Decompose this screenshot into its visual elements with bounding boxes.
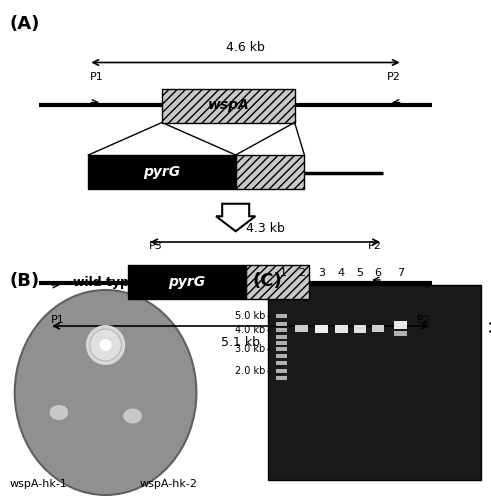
Bar (276, 335, 287, 339)
Bar (372, 325, 384, 332)
Text: 2: 2 (298, 268, 305, 278)
Text: 4: 4 (338, 268, 345, 278)
Text: (A): (A) (10, 15, 40, 33)
Bar (276, 369, 287, 373)
Text: wspA-hk-1: wspA-hk-1 (10, 479, 68, 489)
FancyArrow shape (216, 204, 255, 232)
Text: wild type: wild type (73, 276, 138, 289)
Bar (276, 314, 287, 318)
Bar (276, 341, 287, 345)
Text: 4.3 kb: 4.3 kb (246, 222, 285, 235)
Ellipse shape (90, 329, 121, 361)
Bar (276, 322, 287, 326)
Text: P1: P1 (90, 72, 104, 82)
Bar (88, 155, 236, 189)
Bar (276, 361, 287, 365)
Text: 4.0 kb: 4.0 kb (235, 325, 265, 335)
Ellipse shape (100, 339, 111, 351)
Text: 7: 7 (397, 268, 404, 278)
Bar (394, 331, 407, 336)
Ellipse shape (15, 290, 196, 495)
Text: P2: P2 (417, 315, 431, 325)
Text: P1: P1 (51, 315, 64, 325)
Ellipse shape (49, 404, 69, 420)
Ellipse shape (86, 325, 125, 365)
Text: wspA-hk-2: wspA-hk-2 (140, 479, 198, 489)
Text: P2: P2 (387, 72, 401, 82)
Bar (354, 324, 366, 332)
Text: (B): (B) (10, 272, 40, 290)
Bar (236, 155, 304, 189)
Text: 3.0 kb: 3.0 kb (235, 344, 265, 354)
Bar (276, 354, 287, 358)
Bar (335, 324, 348, 332)
Bar (162, 88, 295, 122)
Text: (C): (C) (253, 272, 283, 290)
Text: 4.6 kb: 4.6 kb (226, 41, 265, 54)
Bar (128, 265, 246, 299)
Bar (276, 347, 287, 351)
Text: 2.0 kb: 2.0 kb (235, 366, 265, 376)
Text: 3: 3 (318, 268, 325, 278)
Bar (276, 376, 287, 380)
Text: 6: 6 (375, 268, 382, 278)
Bar (394, 321, 407, 329)
Text: 5.1 kb: 5.1 kb (221, 336, 260, 349)
Text: pyrG: pyrG (143, 165, 181, 179)
Bar (246, 265, 309, 299)
Bar (315, 324, 328, 332)
Bar (276, 328, 287, 332)
Text: 1: 1 (280, 268, 287, 278)
Text: P2: P2 (368, 241, 382, 251)
Text: pyrG: pyrG (168, 275, 205, 289)
Text: 5.0 kb: 5.0 kb (235, 311, 265, 321)
Ellipse shape (123, 408, 142, 424)
Text: 5: 5 (356, 268, 363, 278)
Bar (268, 285, 481, 480)
Bar (295, 325, 308, 332)
Text: wspA: wspA (207, 98, 249, 112)
Text: P3: P3 (149, 241, 163, 251)
